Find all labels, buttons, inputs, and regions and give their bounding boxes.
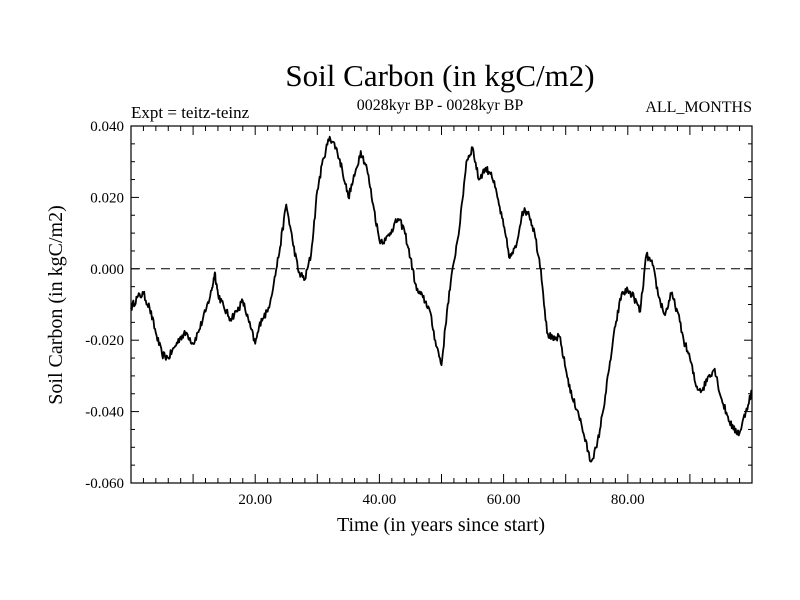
y-tick-label: 0.020: [90, 190, 124, 206]
y-tick-label: -0.060: [85, 476, 124, 492]
y-tick-labels: 0.040 0.020 0.000 -0.020 -0.040 -0.060: [85, 119, 124, 492]
x-tick-label: 40.00: [363, 492, 397, 508]
y-tick-label: -0.020: [85, 333, 124, 349]
y-tick-label: 0.000: [90, 262, 124, 278]
x-tick-label: 80.00: [611, 492, 645, 508]
y-axis-label: Soil Carbon (in kgC/m2): [45, 205, 67, 404]
expt-label: Expt = teitz-teinz: [131, 103, 250, 122]
y-tick-label: 0.040: [90, 119, 124, 135]
x-tick-labels: 20.00 40.00 60.00 80.00: [238, 492, 644, 508]
chart-title: Soil Carbon (in kgC/m2): [285, 58, 594, 93]
soil-carbon-series-line: [130, 135, 753, 463]
chart-subtitle: 0028kyr BP - 0028kyr BP: [357, 97, 524, 114]
x-axis-label: Time (in years since start): [337, 514, 545, 536]
y-tick-label: -0.040: [85, 405, 124, 421]
x-tick-label: 20.00: [238, 492, 272, 508]
x-tick-label: 60.00: [487, 492, 521, 508]
months-label: ALL_MONTHS: [645, 99, 752, 116]
